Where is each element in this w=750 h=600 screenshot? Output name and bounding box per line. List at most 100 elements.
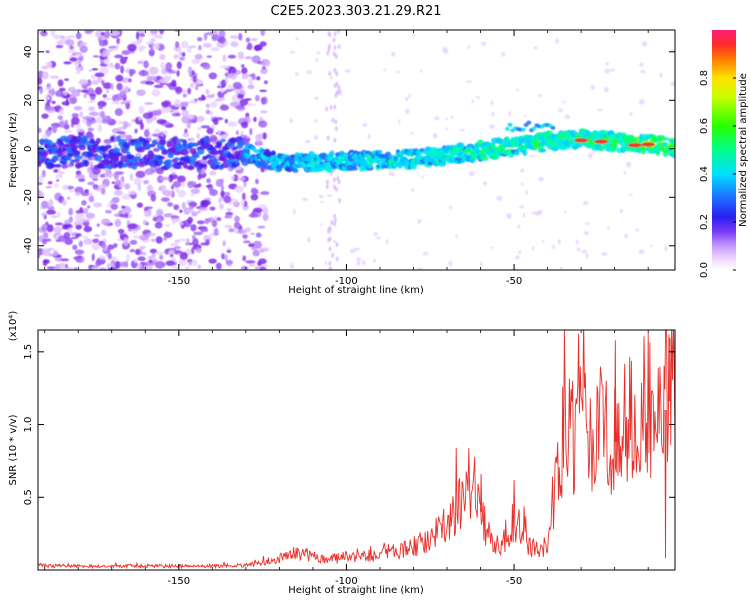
heatmap-cell <box>122 162 127 168</box>
heatmap-cell <box>555 38 560 44</box>
heatmap-cell <box>328 260 332 266</box>
heatmap-cell <box>68 207 74 216</box>
heatmap-cell <box>68 189 75 193</box>
heatmap-cell <box>328 70 332 76</box>
heatmap-cell <box>250 193 259 201</box>
heatmap-cell <box>182 93 187 98</box>
heatmap-cell <box>154 128 161 133</box>
heatmap-cell <box>226 207 232 212</box>
heatmap-cell <box>225 259 234 265</box>
heatmap-cell <box>531 246 535 251</box>
heatmap-cell <box>41 113 49 119</box>
colorbar-tick-label: 0.6 <box>699 118 710 134</box>
snr-axes: -150 -100 -50 0.5 1.0 1.5 <box>23 330 675 587</box>
heatmap-cell <box>220 138 226 143</box>
heatmap-cell <box>48 126 52 131</box>
heatmap-cell <box>162 100 172 109</box>
heatmap-cell <box>432 132 438 139</box>
heatmap-cell <box>479 261 483 267</box>
heatmap-cell <box>475 96 481 99</box>
colorbar-tick-label: 0.0 <box>699 262 710 278</box>
heatmap-cell <box>179 251 188 260</box>
heatmap-cell <box>251 55 261 64</box>
heatmap-cell <box>639 62 644 67</box>
heatmap-cell <box>337 44 341 50</box>
heatmap-cell <box>209 134 218 143</box>
heatmap-cell <box>209 206 216 211</box>
heatmap-cell <box>248 263 256 267</box>
heatmap-cell <box>121 193 131 200</box>
heatmap-cell <box>332 239 336 243</box>
heatmap-cell <box>313 135 319 140</box>
heatmap-cell <box>227 54 237 59</box>
heatmap-cell <box>217 129 221 135</box>
heatmap-cell <box>91 242 101 251</box>
heatmap-cell <box>151 109 162 116</box>
heatmap-cell <box>123 100 132 103</box>
heatmap-cell <box>205 103 210 108</box>
heatmap-cell <box>197 174 202 180</box>
heatmap-cell <box>102 49 110 58</box>
heatmap-cell <box>92 238 100 244</box>
heatmap-cell <box>75 174 86 179</box>
heatmap-cell <box>257 261 262 267</box>
heatmap-cell <box>176 175 186 183</box>
heatmap-cell <box>111 181 116 184</box>
heatmap-cell <box>175 41 180 49</box>
heatmap-cell <box>559 266 563 270</box>
heatmap-cell <box>109 48 116 52</box>
heatmap-cell <box>587 152 593 159</box>
heatmap-cell <box>102 184 107 187</box>
heatmap-cell <box>204 137 210 143</box>
heatmap-cell <box>160 107 171 113</box>
heatmap-cell <box>47 163 57 168</box>
heatmap-cell <box>248 77 254 85</box>
heatmap-cell <box>337 179 341 185</box>
heatmap-cell <box>153 84 164 89</box>
heatmap-cell <box>235 130 239 136</box>
heatmap-cell <box>670 140 675 145</box>
heatmap-cell <box>206 55 213 58</box>
heatmap-cell <box>224 118 228 124</box>
heatmap-cell <box>191 70 195 76</box>
heatmap-cell <box>215 131 226 136</box>
heatmap-cell <box>158 132 163 136</box>
heatmap-cell <box>254 140 264 146</box>
heatmap-cell <box>152 147 160 152</box>
heatmap-cell <box>208 72 218 80</box>
heatmap-cell <box>72 150 81 157</box>
heatmap-cell <box>244 56 253 60</box>
heatmap-cell <box>50 30 56 37</box>
heatmap-cell <box>332 51 336 57</box>
heatmap-cell <box>227 121 238 127</box>
heatmap-cell <box>94 234 100 238</box>
heatmap-cell <box>208 154 214 160</box>
heatmap-cell <box>70 236 79 240</box>
heatmap-cell <box>259 89 268 93</box>
heatmap-cell <box>255 232 262 238</box>
heatmap-cell <box>71 89 81 97</box>
heatmap-cell <box>344 69 351 73</box>
heatmap-cell <box>134 128 138 134</box>
heatmap-cell <box>52 34 63 39</box>
heatmap-cell <box>64 119 69 125</box>
heatmap-cell <box>501 52 506 57</box>
heatmap-cell <box>262 66 266 70</box>
heatmap-cell <box>333 217 337 223</box>
heatmap-cell <box>139 266 145 270</box>
heatmap-cell <box>133 258 138 264</box>
heatmap-cell <box>582 200 589 206</box>
heatmap-cell <box>405 96 409 102</box>
heatmap-cell <box>373 258 376 264</box>
heatmap-cell <box>44 105 55 111</box>
heatmap-cell <box>659 72 663 78</box>
heatmap-cell <box>250 232 255 236</box>
heatmap-cell <box>75 191 81 196</box>
heatmap-cell <box>266 64 271 67</box>
heatmap-cell <box>71 232 75 237</box>
snr-ytick-label: 1.0 <box>23 417 34 433</box>
heatmap-cell <box>271 150 276 157</box>
heatmap-cell <box>149 248 158 254</box>
heatmap-cell <box>224 254 228 262</box>
